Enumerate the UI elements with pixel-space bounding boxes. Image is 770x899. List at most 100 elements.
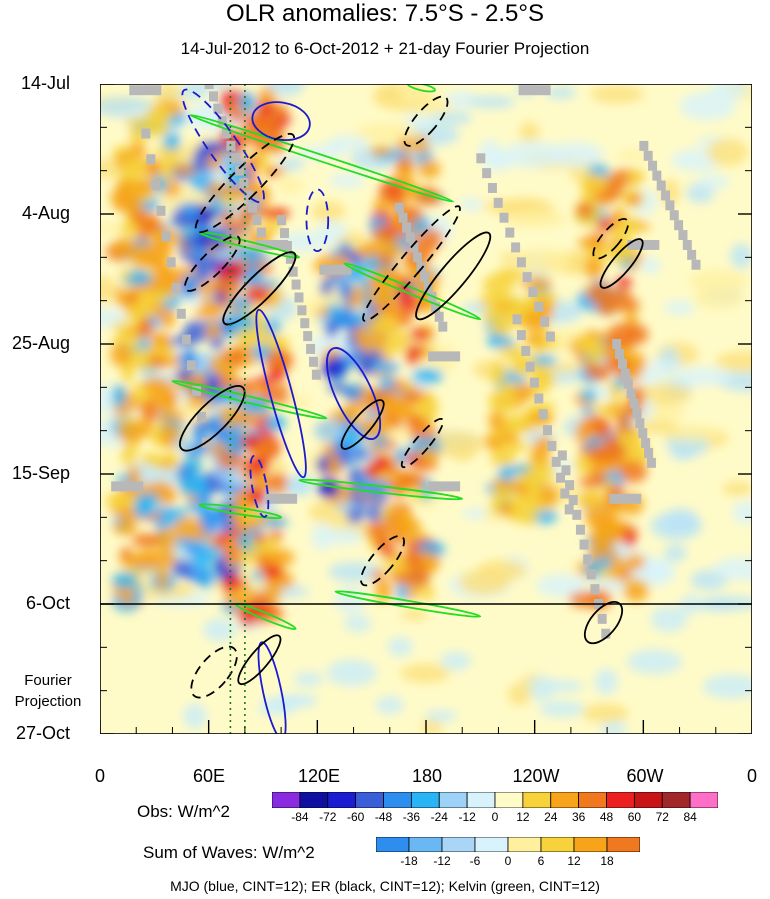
anomaly-blob (387, 636, 413, 657)
anomaly-blob (317, 478, 341, 499)
mjo-contour (326, 347, 382, 440)
anomaly-blob (702, 673, 752, 699)
anomaly-blob (501, 384, 514, 394)
kelvin-mask-strip (487, 183, 497, 193)
colorbar-swatch (438, 792, 468, 808)
anomaly-blob (400, 380, 416, 392)
anomaly-blob (256, 117, 277, 134)
anomaly-blob (178, 238, 204, 249)
anomaly-blob (510, 362, 540, 376)
anomaly-blob (732, 500, 752, 525)
x-tick-label: 0 (746, 766, 757, 786)
anomaly-blob (419, 227, 443, 251)
kelvin-mask-strip (540, 316, 550, 327)
anomaly-blob (673, 367, 732, 386)
anomaly-blob (412, 566, 430, 589)
kelvin-mask-strip (626, 388, 636, 399)
colorbar-swatch (376, 837, 410, 852)
anomaly-blob (327, 561, 383, 582)
anomaly-blob (538, 700, 586, 718)
anomaly-blob (406, 344, 419, 366)
colorbar-tick-label: -6 (469, 854, 481, 868)
anomaly-blob (247, 281, 263, 293)
anomaly-blob (121, 361, 134, 384)
kelvin-mask-strip (222, 128, 232, 139)
anomaly-blob (224, 592, 246, 607)
x-tick-label: 60W (626, 766, 664, 786)
kelvin-mask-strip (151, 180, 161, 191)
anomaly-blob (326, 135, 370, 151)
wave-contours (100, 84, 752, 734)
anomaly-blob (432, 111, 473, 125)
colorbar-tick-label: -12 (458, 810, 476, 824)
kelvin-mask-bar (256, 239, 289, 250)
colorbar-tick-label: 0 (504, 854, 512, 868)
anomaly-blob (615, 276, 633, 289)
kelvin-mask-strip (678, 230, 688, 241)
anomaly-blob (576, 491, 607, 508)
anomaly-blob (576, 477, 608, 488)
colorbar-swatch (272, 792, 301, 808)
contour-legend: MJO (blue, CINT=12); ER (black, CINT=12)… (170, 878, 600, 894)
kelvin-mask-bar (428, 351, 461, 362)
colorbar-tick-label: -24 (430, 810, 448, 824)
colorbar-swatch (474, 837, 509, 852)
anomaly-blob (542, 679, 584, 692)
anomaly-blob (172, 559, 194, 577)
anomaly-blob (487, 430, 506, 439)
kelvin-mask-strip (564, 504, 574, 515)
kelvin-mask-strip (493, 197, 503, 208)
colorbar-tick-label: -84 (291, 810, 309, 824)
anomaly-blob (226, 545, 239, 564)
kelvin-mask-strip (181, 334, 191, 345)
anomaly-blob (650, 606, 688, 633)
er-contour (599, 238, 644, 289)
kelvin-mask-strip (434, 311, 444, 322)
kelvin-mask-strip (521, 345, 531, 356)
anomaly-blob (268, 285, 282, 310)
colorbar-swatch (522, 792, 552, 808)
anomaly-blob (131, 533, 162, 548)
anomaly-blob (697, 175, 731, 190)
kelvin-mask-strip (525, 361, 535, 372)
anomaly-blob (238, 92, 257, 114)
er-contour (592, 218, 629, 260)
colorbar-tick-label: -72 (319, 810, 337, 824)
anomaly-blob (689, 269, 749, 293)
anomaly-blob (124, 192, 143, 216)
anomaly-blob (325, 319, 338, 339)
hovmoller-plot (100, 84, 752, 734)
colorbar-swatch (408, 837, 443, 852)
colorbar-swatch (299, 792, 329, 808)
anomaly-blob (178, 472, 208, 497)
anomaly-blob (320, 280, 333, 296)
kelvin-mask-strip (280, 228, 290, 239)
kelvin-mask-strip (412, 252, 422, 263)
anomaly-blob (585, 362, 600, 380)
anomaly-blob (514, 248, 571, 275)
kelvin-mask-strip (294, 292, 304, 303)
anomaly-blob (173, 437, 193, 450)
anomaly-blob (574, 454, 595, 475)
kelvin-mask-strip (542, 425, 552, 436)
anomaly-blob (400, 84, 429, 104)
anomaly-blob (163, 131, 181, 151)
anomaly-blob (710, 84, 749, 100)
anomaly-blob (379, 375, 395, 389)
anomaly-blob (499, 336, 515, 348)
anomaly-blob (590, 85, 645, 104)
y-tick-label: 27-Oct (15, 723, 70, 743)
anomaly-blob (263, 517, 289, 528)
anomaly-blob (399, 608, 429, 621)
anomaly-blob (410, 486, 425, 502)
anomaly-blob (148, 390, 179, 407)
colorbar-swatch (689, 792, 718, 808)
anomaly-blob (343, 387, 363, 401)
anomaly-blob (218, 365, 237, 383)
kelvin-mask-strip (204, 84, 214, 89)
kelvin-mask-strip (291, 279, 301, 290)
kelvin-mask-bar (265, 493, 298, 504)
anomaly-blob (259, 438, 280, 459)
anomaly-blob (699, 595, 752, 611)
anomaly-blob (204, 322, 222, 339)
